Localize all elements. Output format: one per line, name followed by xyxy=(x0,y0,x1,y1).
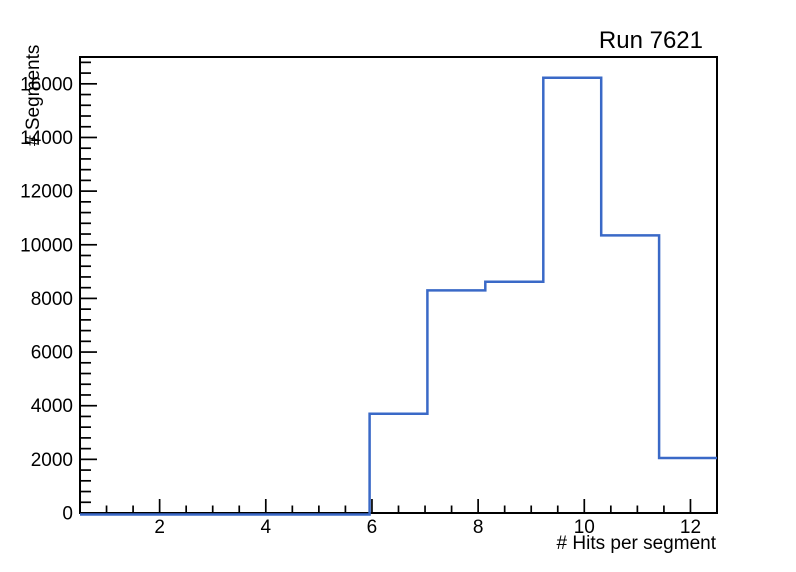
plot-frame xyxy=(79,56,718,514)
x-tick-label: 4 xyxy=(261,517,272,538)
x-axis-title: # Hits per segment xyxy=(557,533,717,554)
y-tick-label: 12000 xyxy=(20,182,73,203)
x-tick-label: 8 xyxy=(473,517,484,538)
y-tick-label: 14000 xyxy=(20,128,73,149)
x-tick-label: 2 xyxy=(154,517,165,538)
y-tick-label: 16000 xyxy=(20,74,73,95)
x-tick-label: 12 xyxy=(680,517,701,538)
plot-dynamic-layer: 2 4 6 8 10 12 0 2000 4000 6000 8000 10000 12000 14000… xyxy=(20,56,718,538)
y-tick-label: 2000 xyxy=(31,450,73,471)
plot-title: Run 7621 xyxy=(599,27,703,54)
x-tick-label: 10 xyxy=(574,517,595,538)
y-axis-title: # Segments xyxy=(23,45,44,146)
y-tick-label: 6000 xyxy=(31,343,73,364)
x-tick-label: 6 xyxy=(367,517,378,538)
y-tick-label: 10000 xyxy=(20,235,73,256)
histogram-line xyxy=(80,76,717,516)
y-tick-label: 8000 xyxy=(31,289,73,310)
y-tick-label: 0 xyxy=(62,504,73,525)
y-tick-label: 4000 xyxy=(31,396,73,417)
